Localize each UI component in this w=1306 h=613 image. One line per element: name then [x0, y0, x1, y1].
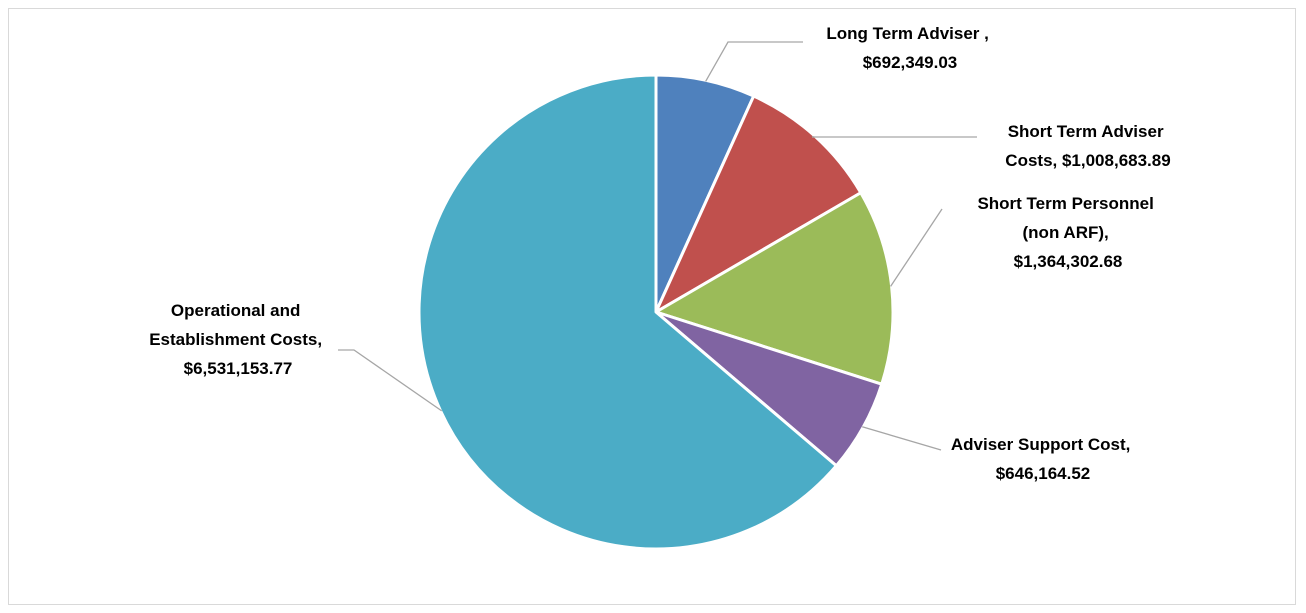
data-label-adviser-support-cost: Adviser Support Cost, $646,164.52: [951, 435, 1135, 483]
data-label-short-term-adviser-costs: Short Term Adviser Costs, $1,008,683.89: [1005, 122, 1170, 170]
pie-slice-short-term-adviser-costs: [654, 94, 863, 314]
leader-line-adviser-support-cost: [862, 426, 942, 451]
pie-slices: [417, 73, 895, 551]
leader-line-operational-and-establishment-costs: [338, 349, 443, 412]
leader-line-long-term-adviser: [705, 41, 803, 82]
leader-lines: [338, 41, 977, 451]
data-label-short-term-personnel: Short Term Personnel (non ARF), $1,364,3…: [977, 194, 1158, 271]
pie-slice-operational-and-establishment-costs: [417, 73, 838, 551]
pie-slice-short-term-personnel-non-arf: [654, 191, 895, 386]
data-label-long-term-adviser: Long Term Adviser , $692,349.03: [826, 24, 993, 72]
data-label-operational-and-establishment-costs: Operational and Establishment Costs, $6,…: [149, 301, 327, 378]
leader-line-short-term-personnel-non-arf: [890, 208, 943, 287]
